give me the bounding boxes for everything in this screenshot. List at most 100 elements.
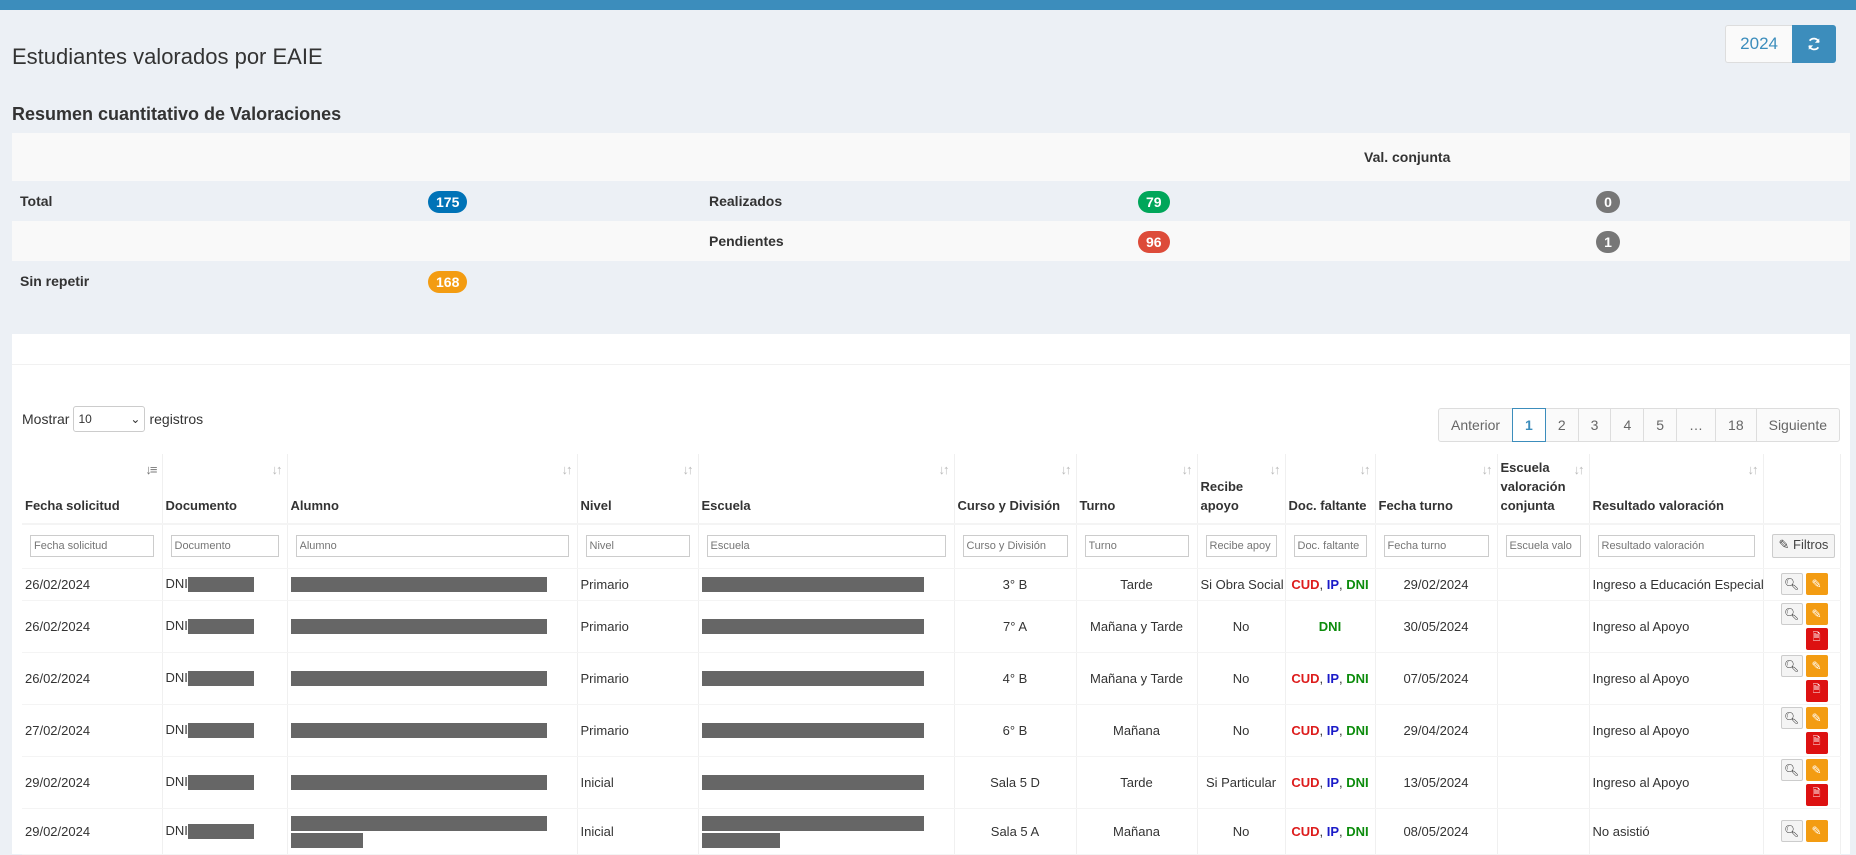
col-header-documento[interactable]: Documento ↓↑	[162, 454, 288, 525]
pdf-file-icon: 🗎︎	[1812, 736, 1821, 747]
redacted-document	[187, 671, 254, 687]
doc-cud: CUD	[1291, 722, 1320, 738]
col-header-alumno[interactable]: Alumno ↓↑	[287, 454, 578, 525]
cell-fecha-turno: 08/05/2024	[1375, 808, 1498, 855]
view-button[interactable]: 🔍︎	[1780, 758, 1803, 781]
edit-button[interactable]: ✎	[1805, 820, 1828, 842]
col-header-turno[interactable]: Turno ↓↑	[1076, 454, 1198, 525]
pdf-button[interactable]: 🗎︎	[1805, 627, 1828, 650]
view-button[interactable]: 🔍︎	[1780, 820, 1803, 842]
sort-icon: ↓↑	[1060, 462, 1072, 477]
col-header-conjunta[interactable]: Escuela valoración conjunta ↓↑	[1497, 454, 1590, 525]
col-header-recibe[interactable]: Recibe apoyo ↓↑	[1197, 454, 1286, 525]
filter-curso-input[interactable]	[962, 535, 1068, 558]
col-header-resultado[interactable]: Resultado valoración ↓↑	[1589, 454, 1764, 525]
sort-icon: ↓↑	[561, 462, 573, 477]
edit-button[interactable]: ✎	[1805, 706, 1828, 729]
table-header-row: Fecha solicitud ↓≡ Documento ↓↑ Alumno ↓↑ N…	[22, 454, 1841, 525]
col-header-doc[interactable]: Doc. faltante ↓↑	[1285, 454, 1376, 525]
doc-dni: DNI	[1346, 774, 1369, 790]
view-button[interactable]: 🔍︎	[1780, 573, 1803, 595]
pencil-icon: ✎	[1811, 577, 1822, 591]
summary-row-total: Total 175 Realizados 79 0	[12, 181, 1850, 221]
filter-fecha-turno-input[interactable]	[1383, 535, 1489, 558]
pagination-page-1[interactable]: 1	[1512, 408, 1546, 442]
doc-ip: IP	[1326, 576, 1340, 592]
pagination-page-5[interactable]: 5	[1643, 408, 1678, 442]
pagination-ellipsis: …	[1676, 408, 1717, 442]
edit-button[interactable]: ✎	[1805, 758, 1828, 781]
cell-resultado: Ingreso a Educación Especial	[1589, 568, 1764, 601]
year-value[interactable]: 2024	[1725, 25, 1792, 63]
eraser-icon: ✎	[1778, 537, 1790, 553]
filter-nivel-input[interactable]	[585, 535, 690, 558]
filter-doc-input[interactable]	[1293, 535, 1367, 558]
cell-doc: CUD, IP, DNI	[1285, 568, 1376, 601]
cell-nivel: Primario	[577, 600, 699, 653]
pagination-page-3[interactable]: 3	[1577, 408, 1612, 442]
filter-alumno-input[interactable]	[295, 535, 569, 558]
filter-documento-input[interactable]	[170, 535, 279, 558]
pdf-button[interactable]: 🗎︎	[1805, 679, 1828, 702]
col-header-curso[interactable]: Curso y División ↓↑	[954, 454, 1077, 525]
cell-documento: DNI	[162, 600, 288, 653]
cell-turno: Mañana	[1076, 808, 1198, 855]
cell-resultado: No asistió	[1589, 808, 1764, 855]
view-button[interactable]: 🔍︎	[1780, 602, 1803, 625]
length-select[interactable]: 10 ⌄	[73, 406, 146, 432]
summary-realizados-badge: 79	[1138, 191, 1170, 213]
edit-button[interactable]: ✎	[1805, 602, 1828, 625]
chevron-down-icon: ⌄	[130, 412, 141, 426]
view-button[interactable]: 🔍︎	[1780, 706, 1803, 729]
pagination-page-2[interactable]: 2	[1544, 408, 1579, 442]
edit-button[interactable]: ✎	[1805, 654, 1828, 677]
sort-icon: ↓↑	[271, 462, 283, 477]
cell-actions: 🔍︎ ✎	[1763, 568, 1841, 601]
cell-nivel: Inicial	[577, 756, 699, 809]
filters-button[interactable]: ✎ Filtros	[1771, 534, 1836, 559]
cell-fecha: 26/02/2024	[22, 600, 163, 653]
sort-icon: ↓↑	[1573, 462, 1585, 477]
sort-asc-icon: ↓≡	[145, 462, 157, 477]
cell-conjunta	[1497, 568, 1590, 601]
doc-cud: CUD	[1291, 823, 1320, 839]
cell-curso: 7° A	[954, 600, 1077, 653]
filter-escuela-input[interactable]	[706, 535, 946, 558]
summary-pendientes-conjunta-badge: 1	[1596, 231, 1620, 253]
filter-recibe-input[interactable]	[1205, 535, 1277, 558]
sort-icon: ↓↑	[1747, 462, 1759, 477]
pagination-previous[interactable]: Anterior	[1438, 408, 1514, 442]
cell-curso: 3° B	[954, 568, 1077, 601]
col-header-fecha-turno[interactable]: Fecha turno ↓↑	[1375, 454, 1498, 525]
filter-fecha-input[interactable]	[30, 535, 154, 558]
cell-conjunta	[1497, 600, 1590, 653]
pagination-page-18[interactable]: 18	[1715, 408, 1757, 442]
doc-cud: CUD	[1291, 670, 1320, 686]
students-table: Fecha solicitud ↓≡ Documento ↓↑ Alumno ↓↑ N…	[22, 454, 1841, 855]
pdf-button[interactable]: 🗎︎	[1805, 731, 1828, 754]
cell-nivel: Inicial	[577, 808, 699, 855]
edit-button[interactable]: ✎	[1805, 573, 1828, 595]
pdf-button[interactable]: 🗎︎	[1805, 783, 1828, 806]
sort-icon: ↓↑	[1181, 462, 1193, 477]
filter-resultado-input[interactable]	[1597, 535, 1755, 558]
cell-alumno	[287, 756, 578, 809]
cell-fecha: 26/02/2024	[22, 568, 163, 601]
pdf-file-icon: 🗎︎	[1812, 632, 1821, 643]
col-header-escuela[interactable]: Escuela ↓↑	[698, 454, 955, 525]
cell-escuela	[698, 756, 955, 809]
pagination-page-4[interactable]: 4	[1610, 408, 1645, 442]
filter-turno-input[interactable]	[1084, 535, 1189, 558]
cell-actions: 🔍︎ ✎	[1763, 808, 1841, 855]
col-header-fecha[interactable]: Fecha solicitud ↓≡	[22, 454, 163, 525]
summary-pendientes-badge: 96	[1138, 231, 1170, 253]
view-button[interactable]: 🔍︎	[1780, 654, 1803, 677]
col-header-nivel[interactable]: Nivel ↓↑	[577, 454, 699, 525]
filter-conjunta-input[interactable]	[1505, 535, 1581, 558]
sort-icon: ↓↑	[1269, 462, 1281, 477]
pagination-next[interactable]: Siguiente	[1755, 408, 1840, 442]
cell-doc: CUD, IP, DNI	[1285, 704, 1376, 757]
redacted-document	[187, 619, 254, 635]
cell-documento: DNI	[162, 808, 288, 855]
refresh-button[interactable]	[1792, 25, 1836, 63]
